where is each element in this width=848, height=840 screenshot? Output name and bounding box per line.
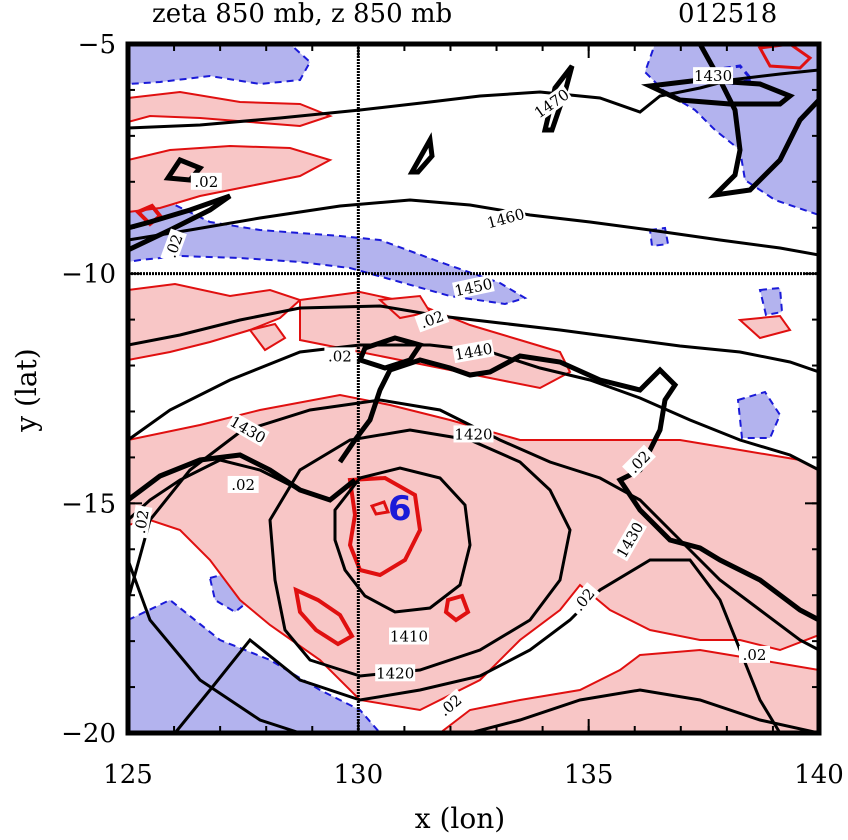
x-tick-label: 125: [103, 760, 153, 790]
vorticity-contour-label: .02: [324, 347, 356, 365]
plot-frame: [125, 41, 822, 736]
vorticity-contour-label: .02: [227, 475, 259, 494]
x-tick-label: 130: [334, 760, 384, 790]
x-tick-label: 135: [564, 760, 614, 790]
svg-text:.02: .02: [328, 347, 352, 365]
y-axis-label: y (lat): [10, 348, 43, 432]
vorticity-contour-label: .02: [739, 645, 771, 664]
svg-text:1420: 1420: [376, 664, 414, 682]
positive-vorticity-regions: [128, 90, 819, 733]
svg-text:.02: .02: [743, 646, 767, 664]
svg-text:.02: .02: [131, 508, 153, 535]
height-contour-label: 1420: [375, 664, 416, 682]
y-tick-label: −15: [61, 489, 116, 519]
chart-title: zeta 850 mb, z 850 mb: [152, 0, 452, 29]
svg-text:.02: .02: [194, 173, 218, 191]
height-contour-label: 1410: [389, 627, 430, 646]
axis-ticks: [127, 43, 820, 734]
svg-text:.02: .02: [231, 476, 255, 494]
y-tick-label: −10: [61, 260, 116, 290]
vorticity-contour-label: .02: [190, 172, 222, 191]
x-tick-label: 140: [794, 760, 844, 790]
height-contour-label: 1420: [453, 425, 494, 443]
chart-date: 012518: [678, 0, 777, 29]
thick-outlines: [128, 44, 819, 623]
y-tick-label: −20: [61, 719, 116, 749]
svg-text:1430: 1430: [694, 67, 732, 85]
height-contour-label: 1430: [693, 67, 734, 85]
x-axis-label: x (lon): [415, 802, 505, 835]
vorticity-contour-label: .02: [130, 504, 153, 539]
svg-text:1410: 1410: [390, 628, 428, 646]
center-marker: 6: [388, 489, 412, 529]
svg-text:1420: 1420: [454, 425, 492, 443]
y-tick-label: −5: [78, 30, 116, 60]
